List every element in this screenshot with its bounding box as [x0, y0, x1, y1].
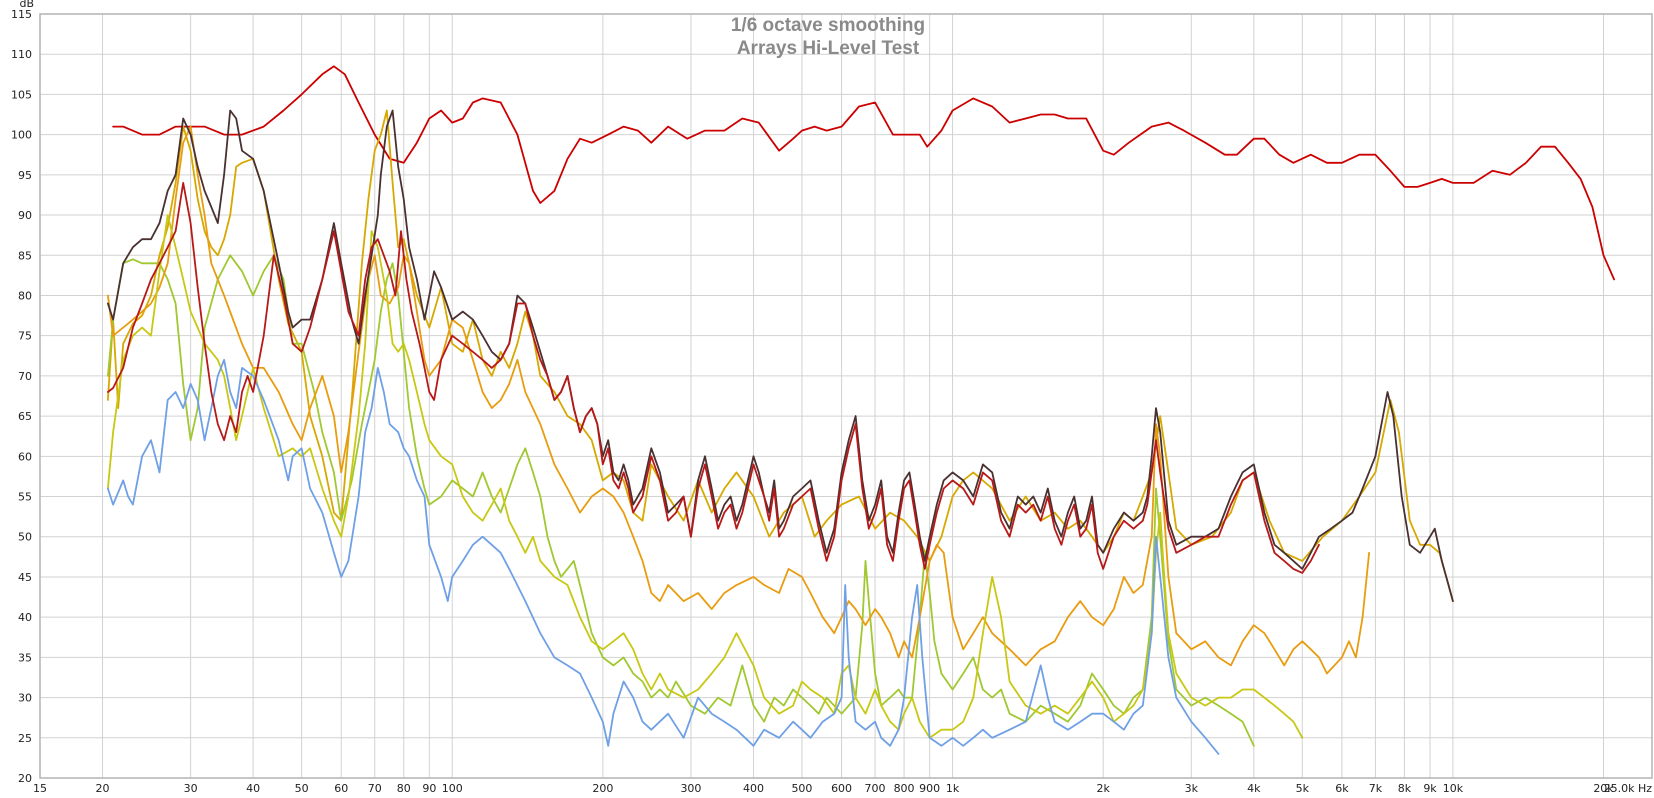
x-tick-label-15: 700: [865, 782, 886, 795]
y-tick-label-11: 75: [18, 330, 32, 343]
x-tick-label-12: 400: [743, 782, 764, 795]
y-tick-label-4: 40: [18, 611, 32, 624]
series-line-5: [107, 214, 1304, 739]
x-tick-label-28: 20k: [1593, 782, 1614, 795]
x-tick-label-20: 3k: [1185, 782, 1199, 795]
y-tick-label-16: 100: [11, 129, 32, 142]
x-tick-label-0: 15: [33, 782, 47, 795]
x-tick-label-8: 90: [422, 782, 436, 795]
series-line-4: [107, 125, 1370, 675]
y-tick-label-3: 35: [18, 651, 32, 664]
x-tick-label-4: 50: [295, 782, 309, 795]
x-tick-label-6: 70: [368, 782, 382, 795]
series-line-6: [107, 358, 1220, 755]
x-tick-label-25: 8k: [1398, 782, 1412, 795]
x-tick-label-24: 7k: [1369, 782, 1383, 795]
x-tick-label-11: 300: [680, 782, 701, 795]
y-axis-ticks: 20 25 30 35 40 45 50 55 60 65 70 75 80 85 90 95 100 105 11…: [11, 8, 32, 785]
y-tick-label-6: 50: [18, 531, 32, 544]
x-tick-label-5: 60: [334, 782, 348, 795]
x-tick-label-1: 20: [96, 782, 110, 795]
x-tick-label-27: 10k: [1443, 782, 1464, 795]
y-axis-label: dB: [19, 0, 34, 10]
x-tick-label-22: 5k: [1296, 782, 1310, 795]
plot-frame: [39, 13, 1653, 779]
chart-subtitle: Arrays Hi-Level Test: [737, 38, 920, 59]
x-axis-ticks: 15 20 30 40 50 60 70 80 90 100 200 300 400 500 600 700 8…: [33, 782, 1652, 795]
y-tick-label-1: 25: [18, 732, 32, 745]
series-layer: [107, 65, 1615, 755]
y-tick-label-9: 65: [18, 410, 32, 423]
grid: [39, 13, 1653, 779]
y-tick-label-17: 105: [11, 88, 32, 101]
y-tick-label-14: 90: [18, 209, 32, 222]
y-tick-label-0: 20: [18, 772, 32, 785]
x-tick-label-7: 80: [397, 782, 411, 795]
y-tick-label-19: 115: [11, 8, 32, 21]
x-tick-label-14: 600: [831, 782, 852, 795]
series-line-7: [107, 109, 1454, 602]
x-tick-label-21: 4k: [1247, 782, 1261, 795]
y-tick-label-10: 70: [18, 370, 32, 383]
x-tick-label-10: 200: [592, 782, 613, 795]
x-tick-label-26: 9k: [1423, 782, 1437, 795]
x-tick-label-9: 100: [442, 782, 463, 795]
y-tick-label-15: 95: [18, 169, 32, 182]
y-tick-label-13: 85: [18, 249, 32, 262]
y-tick-label-18: 110: [11, 48, 32, 61]
y-tick-label-8: 60: [18, 450, 32, 463]
y-tick-label-5: 45: [18, 571, 32, 584]
y-tick-label-12: 80: [18, 289, 32, 302]
x-tick-label-18: 1k: [946, 782, 960, 795]
x-tick-label-23: 6k: [1335, 782, 1349, 795]
x-tick-label-29: 25.0k Hz: [1604, 782, 1653, 795]
x-tick-label-2: 30: [184, 782, 198, 795]
series-line-3: [107, 254, 1255, 747]
y-tick-label-7: 55: [18, 491, 32, 504]
chart-title: 1/6 octave smoothing: [731, 15, 925, 36]
x-tick-label-19: 2k: [1096, 782, 1110, 795]
y-tick-label-2: 30: [18, 692, 32, 705]
x-tick-label-13: 500: [791, 782, 812, 795]
series-line-8: [107, 182, 1320, 574]
x-tick-label-17: 900: [919, 782, 940, 795]
x-tick-label-16: 800: [894, 782, 915, 795]
x-tick-label-3: 40: [246, 782, 260, 795]
